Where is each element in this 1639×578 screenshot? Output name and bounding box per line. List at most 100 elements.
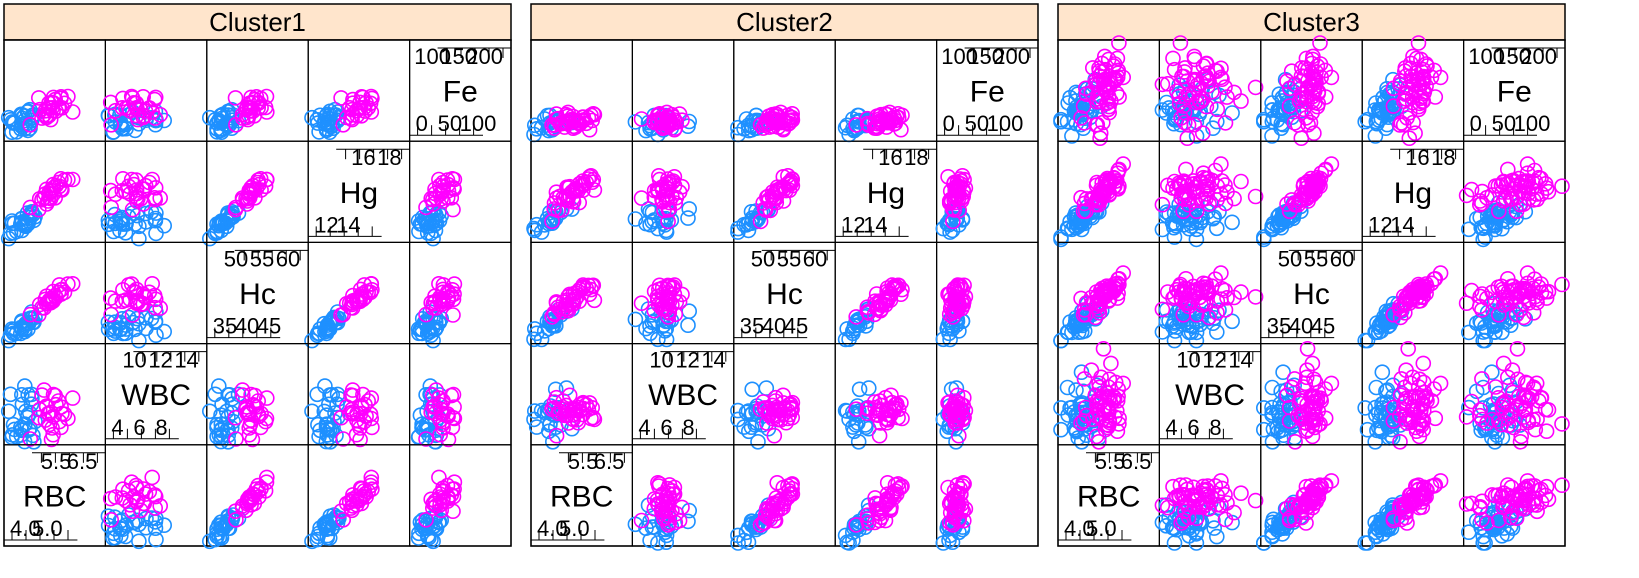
data-point [213,407,229,424]
data-point [414,321,430,337]
strip-label: Cluster1 [209,7,306,37]
data-point [44,100,60,116]
variable-label: WBC [1175,379,1245,412]
data-point [45,386,62,403]
data-point [243,386,259,403]
data-point [2,225,19,242]
data-point [202,403,218,420]
data-point [363,410,380,427]
data-point [24,390,40,407]
data-point [131,332,147,349]
data-point [228,431,244,447]
data-point [240,404,256,421]
data-point [319,427,336,443]
data-point [22,199,39,216]
data-point [130,294,146,311]
data-point [331,310,347,327]
data-point [213,416,230,433]
data-point [322,103,338,120]
data-point [304,332,320,349]
tick-label: 8 [155,415,167,440]
tick-label: 5.0 [32,516,63,541]
data-point [103,306,119,323]
scatter-cell-hg-vs-wbc [304,378,380,450]
data-point [120,309,137,326]
tick-label: 50 [438,111,462,136]
strip-label: Cluster2 [736,7,833,37]
tick-label: 6 [133,415,145,440]
data-point [127,321,143,338]
tick-label: 40 [762,314,786,339]
data-point [258,410,275,427]
data-point [241,107,257,124]
data-point [144,104,160,120]
variable-label: Hg [1394,177,1432,210]
data-point [213,433,229,450]
data-point [446,171,463,188]
data-point [41,107,57,124]
data-point [147,89,164,106]
scatter-cell-rbc-vs-hc [0,275,81,349]
tick-label: 14 [336,212,360,237]
tick-label: 5.0 [1086,516,1117,541]
data-point [64,171,81,188]
data-point [102,182,119,199]
variable-label: RBC [550,480,613,513]
tick-label: 6 [660,415,672,440]
scatter-cell-rbc-vs-wbc [0,378,81,450]
scatter-cell-hc-vs-hg [202,171,275,247]
data-point [228,117,244,133]
data-point [41,405,57,422]
data-point [45,426,61,443]
data-point [241,95,258,111]
data-point [12,419,29,436]
scatter-cell-fe-vs-hg [410,171,463,247]
tick-label: 40 [1289,314,1313,339]
data-point [227,90,244,106]
data-point [64,104,81,120]
data-point [135,109,152,126]
data-point [123,88,140,105]
scatter-cell-wbc-vs-hg [100,171,172,247]
data-point [38,109,55,126]
data-point [258,88,275,105]
data-point [13,427,29,443]
tick-label: 14 [1390,212,1414,237]
data-point [224,204,240,220]
variable-label: WBC [121,379,191,412]
data-point [243,89,259,106]
data-point [445,291,462,308]
scatter-cell-wbc-vs-hc [100,275,172,349]
data-point [435,182,451,199]
variable-label: Fe [970,76,1005,109]
tick-label: 40 [235,314,259,339]
data-point [427,293,444,310]
data-point [322,314,338,331]
data-point [335,306,352,323]
data-point [432,426,449,443]
tick-label: 100 [1514,111,1551,136]
variable-label: WBC [648,379,718,412]
data-point [412,407,429,424]
scatter-cell-rbc-vs-fe [0,88,81,140]
variable-label: Hg [867,177,905,210]
tick-label: 12 [841,212,865,237]
data-point [45,283,62,300]
data-point [355,89,371,106]
data-point [60,171,76,188]
data-point [118,120,134,137]
tick-label: 12 [314,212,338,237]
data-point [445,180,462,196]
data-point [352,100,368,116]
data-point [16,378,33,394]
tick-label: 100 [987,111,1024,136]
tick-label: 45 [784,314,808,339]
data-point [107,323,124,339]
data-point [22,306,39,323]
data-point [41,416,58,433]
data-point [363,276,380,292]
